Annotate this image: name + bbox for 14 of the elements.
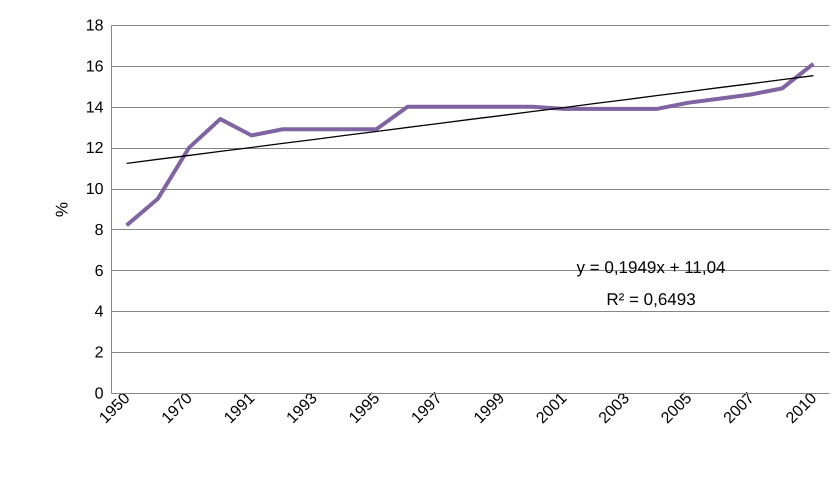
annotation: y = 0,1949x + 11,04: [576, 258, 726, 277]
line-series: [124, 62, 816, 228]
y-tick-label: 6: [94, 262, 104, 280]
line-series: [126, 75, 814, 164]
y-tick-label: 16: [86, 58, 104, 76]
y-axis-title: %: [52, 202, 72, 218]
y-tick-label: 8: [94, 222, 104, 239]
y-tick-label: 2: [94, 344, 104, 362]
y-tick-label: 18: [86, 18, 104, 34]
y-tick-label: 4: [94, 304, 104, 321]
y-tick-label: 10: [86, 181, 104, 198]
y-tick-label: 12: [86, 140, 104, 158]
y-tick-label: 14: [86, 99, 104, 116]
annotation: R² = 0,6493: [606, 290, 696, 309]
